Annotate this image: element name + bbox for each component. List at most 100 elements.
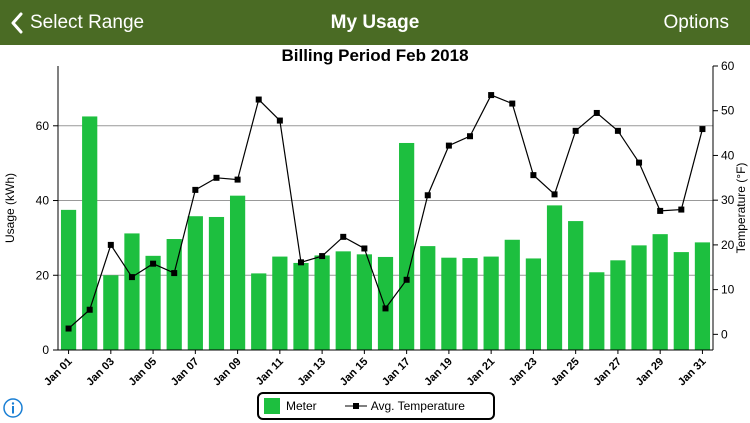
bar [60, 209, 77, 350]
bar [462, 258, 478, 350]
temperature-point [150, 260, 157, 267]
temperature-point [382, 305, 389, 312]
chart-title: Billing Period Feb 2018 [281, 46, 469, 65]
info-button[interactable] [3, 398, 23, 418]
y2-tick-label: 50 [721, 104, 735, 118]
temperature-point [276, 117, 283, 124]
bar [124, 233, 140, 350]
temperature-point [636, 159, 643, 166]
temperature-point [192, 186, 199, 193]
bar [652, 234, 668, 350]
bar [673, 252, 689, 350]
x-tick-label: Jan 07 [169, 356, 202, 389]
x-tick-label: Jan 03 [84, 356, 117, 389]
bar [694, 242, 711, 350]
bar [631, 245, 647, 350]
bar [441, 257, 457, 350]
x-tick-label: Jan 09 [211, 356, 244, 389]
bar [293, 262, 309, 350]
temperature-point [403, 276, 410, 283]
temperature-point [361, 245, 368, 252]
x-tick-label: Jan 25 [549, 356, 582, 389]
temperature-point [86, 306, 93, 313]
bar [272, 256, 288, 350]
bar [589, 272, 605, 350]
x-tick-label: Jan 01 [42, 356, 75, 389]
temperature-point [699, 126, 706, 133]
y-tick-label: 0 [42, 343, 49, 357]
temperature-point [340, 233, 347, 240]
x-tick-label: Jan 13 [296, 356, 329, 389]
bar [546, 205, 563, 350]
y2-tick-label: 30 [721, 193, 735, 207]
y-axis-title: Usage (kWh) [3, 173, 17, 243]
y-tick-label: 40 [36, 194, 50, 208]
select-range-label: Select Range [30, 11, 145, 33]
temperature-point [107, 241, 114, 248]
y-tick-label: 60 [36, 119, 50, 133]
bar [483, 256, 499, 350]
x-tick-label: Jan 23 [507, 356, 540, 389]
bar [82, 116, 98, 351]
bar [377, 256, 394, 350]
y2-tick-label: 60 [721, 59, 735, 73]
legend-swatch-meter [264, 398, 280, 414]
bar [251, 273, 267, 350]
temperature-point [509, 100, 516, 107]
x-tick-label: Jan 05 [126, 356, 159, 389]
temperature-point [255, 96, 262, 103]
temperature-point [65, 325, 72, 332]
bar [504, 239, 520, 350]
temperature-point [530, 172, 537, 179]
legend-label-temperature: Avg. Temperature [370, 399, 465, 413]
temperature-point [572, 127, 579, 134]
bar [229, 195, 246, 350]
temperature-point [614, 127, 621, 134]
bar [356, 254, 372, 350]
legend-label-meter: Meter [286, 399, 317, 413]
temperature-point [488, 92, 495, 99]
x-tick-label: Jan 17 [380, 356, 413, 389]
x-tick-label: Jan 29 [634, 356, 667, 389]
y2-tick-label: 0 [721, 327, 728, 341]
y2-tick-label: 40 [721, 148, 735, 162]
x-tick-label: Jan 15 [338, 356, 371, 389]
bar [166, 239, 182, 350]
temperature-point [657, 207, 664, 214]
temperature-point [213, 174, 220, 181]
temperature-point [424, 192, 431, 199]
bar [399, 142, 415, 350]
chart-legend: Meter Avg. Temperature [257, 392, 495, 420]
legend-swatch-temperature [344, 403, 367, 409]
y2-axis-title: Temperature (°F) [734, 163, 748, 254]
bar [145, 255, 161, 350]
y2-tick-label: 20 [721, 238, 735, 252]
nav-bar: Select Range My Usage Options [0, 0, 750, 45]
bar [420, 246, 436, 350]
bar [187, 216, 203, 350]
bar [208, 216, 225, 350]
select-range-button[interactable]: Select Range [10, 0, 144, 45]
x-tick-label: Jan 31 [676, 356, 709, 389]
temperature-point [467, 133, 474, 140]
bar [525, 258, 542, 350]
bar [568, 221, 584, 350]
info-circle-icon [3, 398, 23, 418]
bar [314, 255, 330, 350]
x-tick-label: Jan 11 [254, 356, 286, 388]
temperature-point [234, 176, 241, 183]
temperature-point [171, 270, 178, 277]
temperature-point [551, 191, 558, 198]
temperature-point [297, 259, 304, 266]
temperature-point [678, 206, 685, 213]
y-tick-label: 20 [36, 268, 50, 282]
temperature-point [319, 253, 326, 260]
temperature-point [128, 274, 135, 281]
options-button[interactable]: Options [663, 12, 729, 33]
bar [103, 275, 119, 350]
temperature-point [593, 109, 600, 116]
temperature-point [445, 142, 452, 149]
x-tick-label: Jan 27 [591, 356, 624, 389]
x-tick-label: Jan 21 [465, 356, 498, 389]
